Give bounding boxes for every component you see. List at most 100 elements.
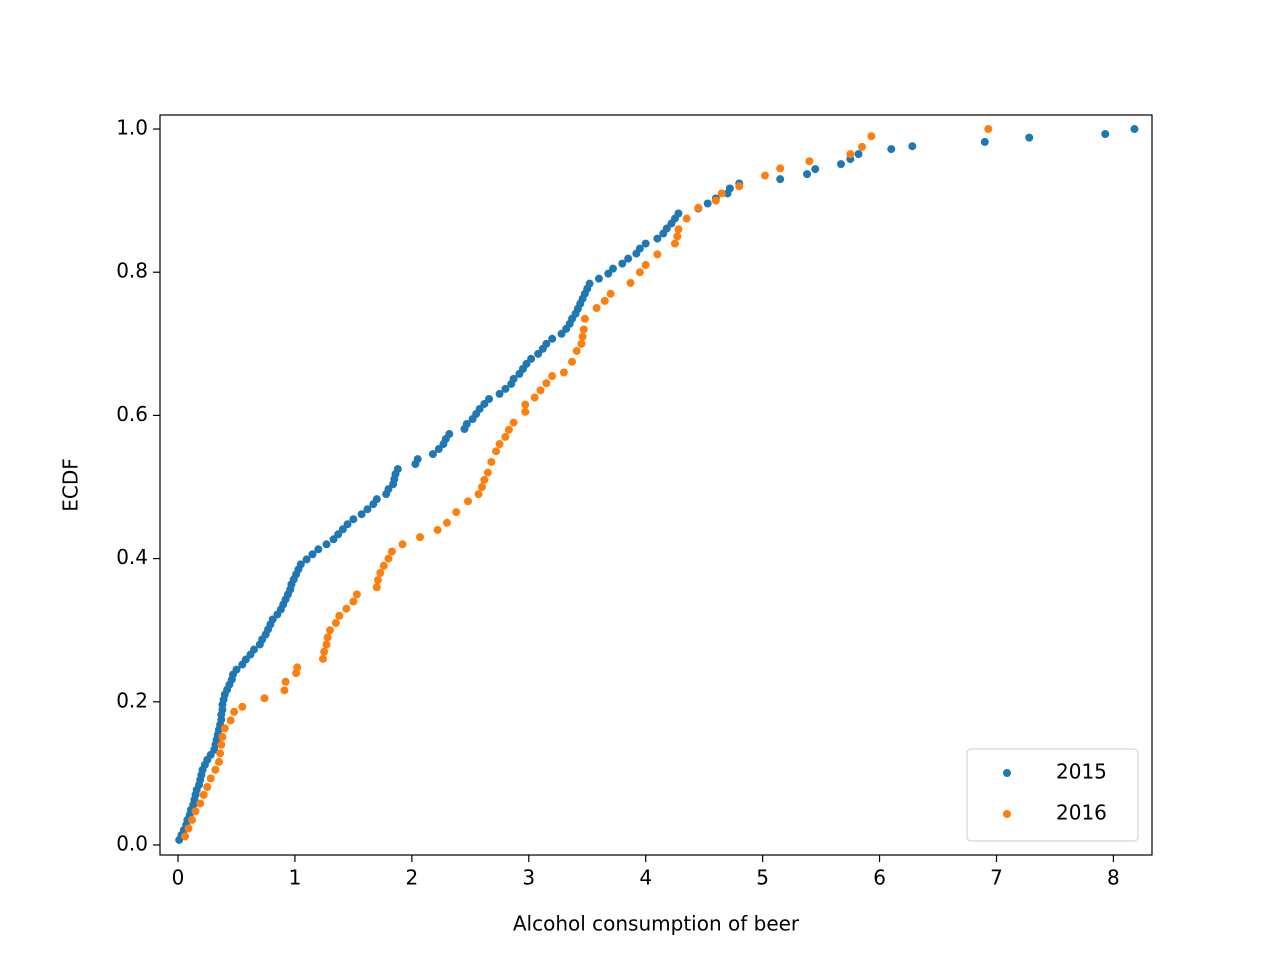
legend-box (966, 748, 1139, 842)
point (600, 296, 609, 305)
point (673, 232, 682, 241)
point (635, 244, 644, 253)
point (434, 445, 443, 454)
point (281, 677, 290, 686)
point (206, 774, 215, 783)
point (501, 432, 510, 441)
point (230, 707, 239, 716)
point (521, 400, 530, 409)
y-tick-label: 0.0 (116, 831, 148, 855)
x-tick-label: 3 (522, 866, 535, 890)
point (858, 142, 867, 151)
point (343, 520, 352, 529)
point (580, 314, 589, 323)
point (188, 815, 197, 824)
point (393, 465, 402, 474)
point (548, 334, 557, 343)
point (462, 420, 471, 429)
y-tick-label: 0.4 (116, 545, 148, 569)
point (887, 145, 896, 154)
legend-marker (1003, 810, 1011, 818)
point (428, 450, 437, 459)
point (674, 225, 683, 234)
point (557, 329, 566, 338)
x-tick-label: 2 (405, 866, 418, 890)
point (478, 483, 487, 492)
point (703, 199, 712, 208)
point (725, 184, 734, 193)
point (527, 354, 536, 363)
x-tick-label: 0 (172, 866, 185, 890)
point (302, 555, 311, 564)
point (293, 663, 302, 672)
point (522, 359, 531, 368)
point (836, 160, 845, 169)
x-axis-label: Alcohol consumption of beer (513, 912, 800, 936)
point (846, 150, 855, 159)
x-tick-label: 1 (289, 866, 302, 890)
point (577, 339, 586, 348)
legend-label: 2015 (1056, 760, 1107, 784)
point (624, 254, 633, 263)
point (803, 170, 812, 179)
point (653, 234, 662, 243)
point (711, 196, 720, 205)
legend-marker (1003, 769, 1011, 777)
point (495, 440, 504, 449)
point (203, 782, 212, 791)
legend-label: 2016 (1056, 801, 1107, 825)
point (250, 645, 259, 654)
point (241, 655, 250, 664)
point (867, 132, 876, 141)
point (452, 508, 461, 517)
point (338, 525, 347, 534)
point (626, 278, 635, 287)
point (492, 447, 501, 456)
point (335, 611, 344, 620)
point (495, 389, 504, 398)
point (670, 239, 679, 248)
point (260, 694, 269, 703)
point (308, 550, 317, 559)
point (416, 533, 425, 542)
point (475, 404, 484, 413)
point (487, 457, 496, 466)
y-tick-label: 0.8 (116, 259, 148, 283)
point (1025, 133, 1034, 142)
point (542, 339, 551, 348)
point (196, 799, 205, 808)
point (694, 203, 703, 212)
point (521, 407, 530, 416)
point (376, 568, 385, 577)
point (509, 418, 518, 427)
point (314, 545, 323, 554)
point (641, 261, 650, 270)
point (776, 175, 785, 184)
y-tick-label: 1.0 (116, 116, 148, 140)
point (559, 368, 568, 377)
point (329, 535, 338, 544)
point (387, 547, 396, 556)
point (342, 604, 351, 613)
point (413, 455, 422, 464)
x-tick-label: 7 (990, 866, 1003, 890)
point (217, 740, 226, 749)
point (238, 702, 247, 711)
point (908, 142, 917, 151)
point (220, 724, 229, 733)
x-tick-label: 6 (873, 866, 886, 890)
point (735, 182, 744, 191)
point (618, 259, 627, 268)
point (594, 274, 603, 283)
point (854, 150, 863, 159)
point (363, 505, 372, 514)
point (384, 554, 393, 563)
point (501, 384, 510, 393)
point (433, 525, 442, 534)
point (674, 209, 683, 218)
point (608, 264, 617, 273)
point (323, 633, 332, 642)
point (1101, 130, 1110, 139)
